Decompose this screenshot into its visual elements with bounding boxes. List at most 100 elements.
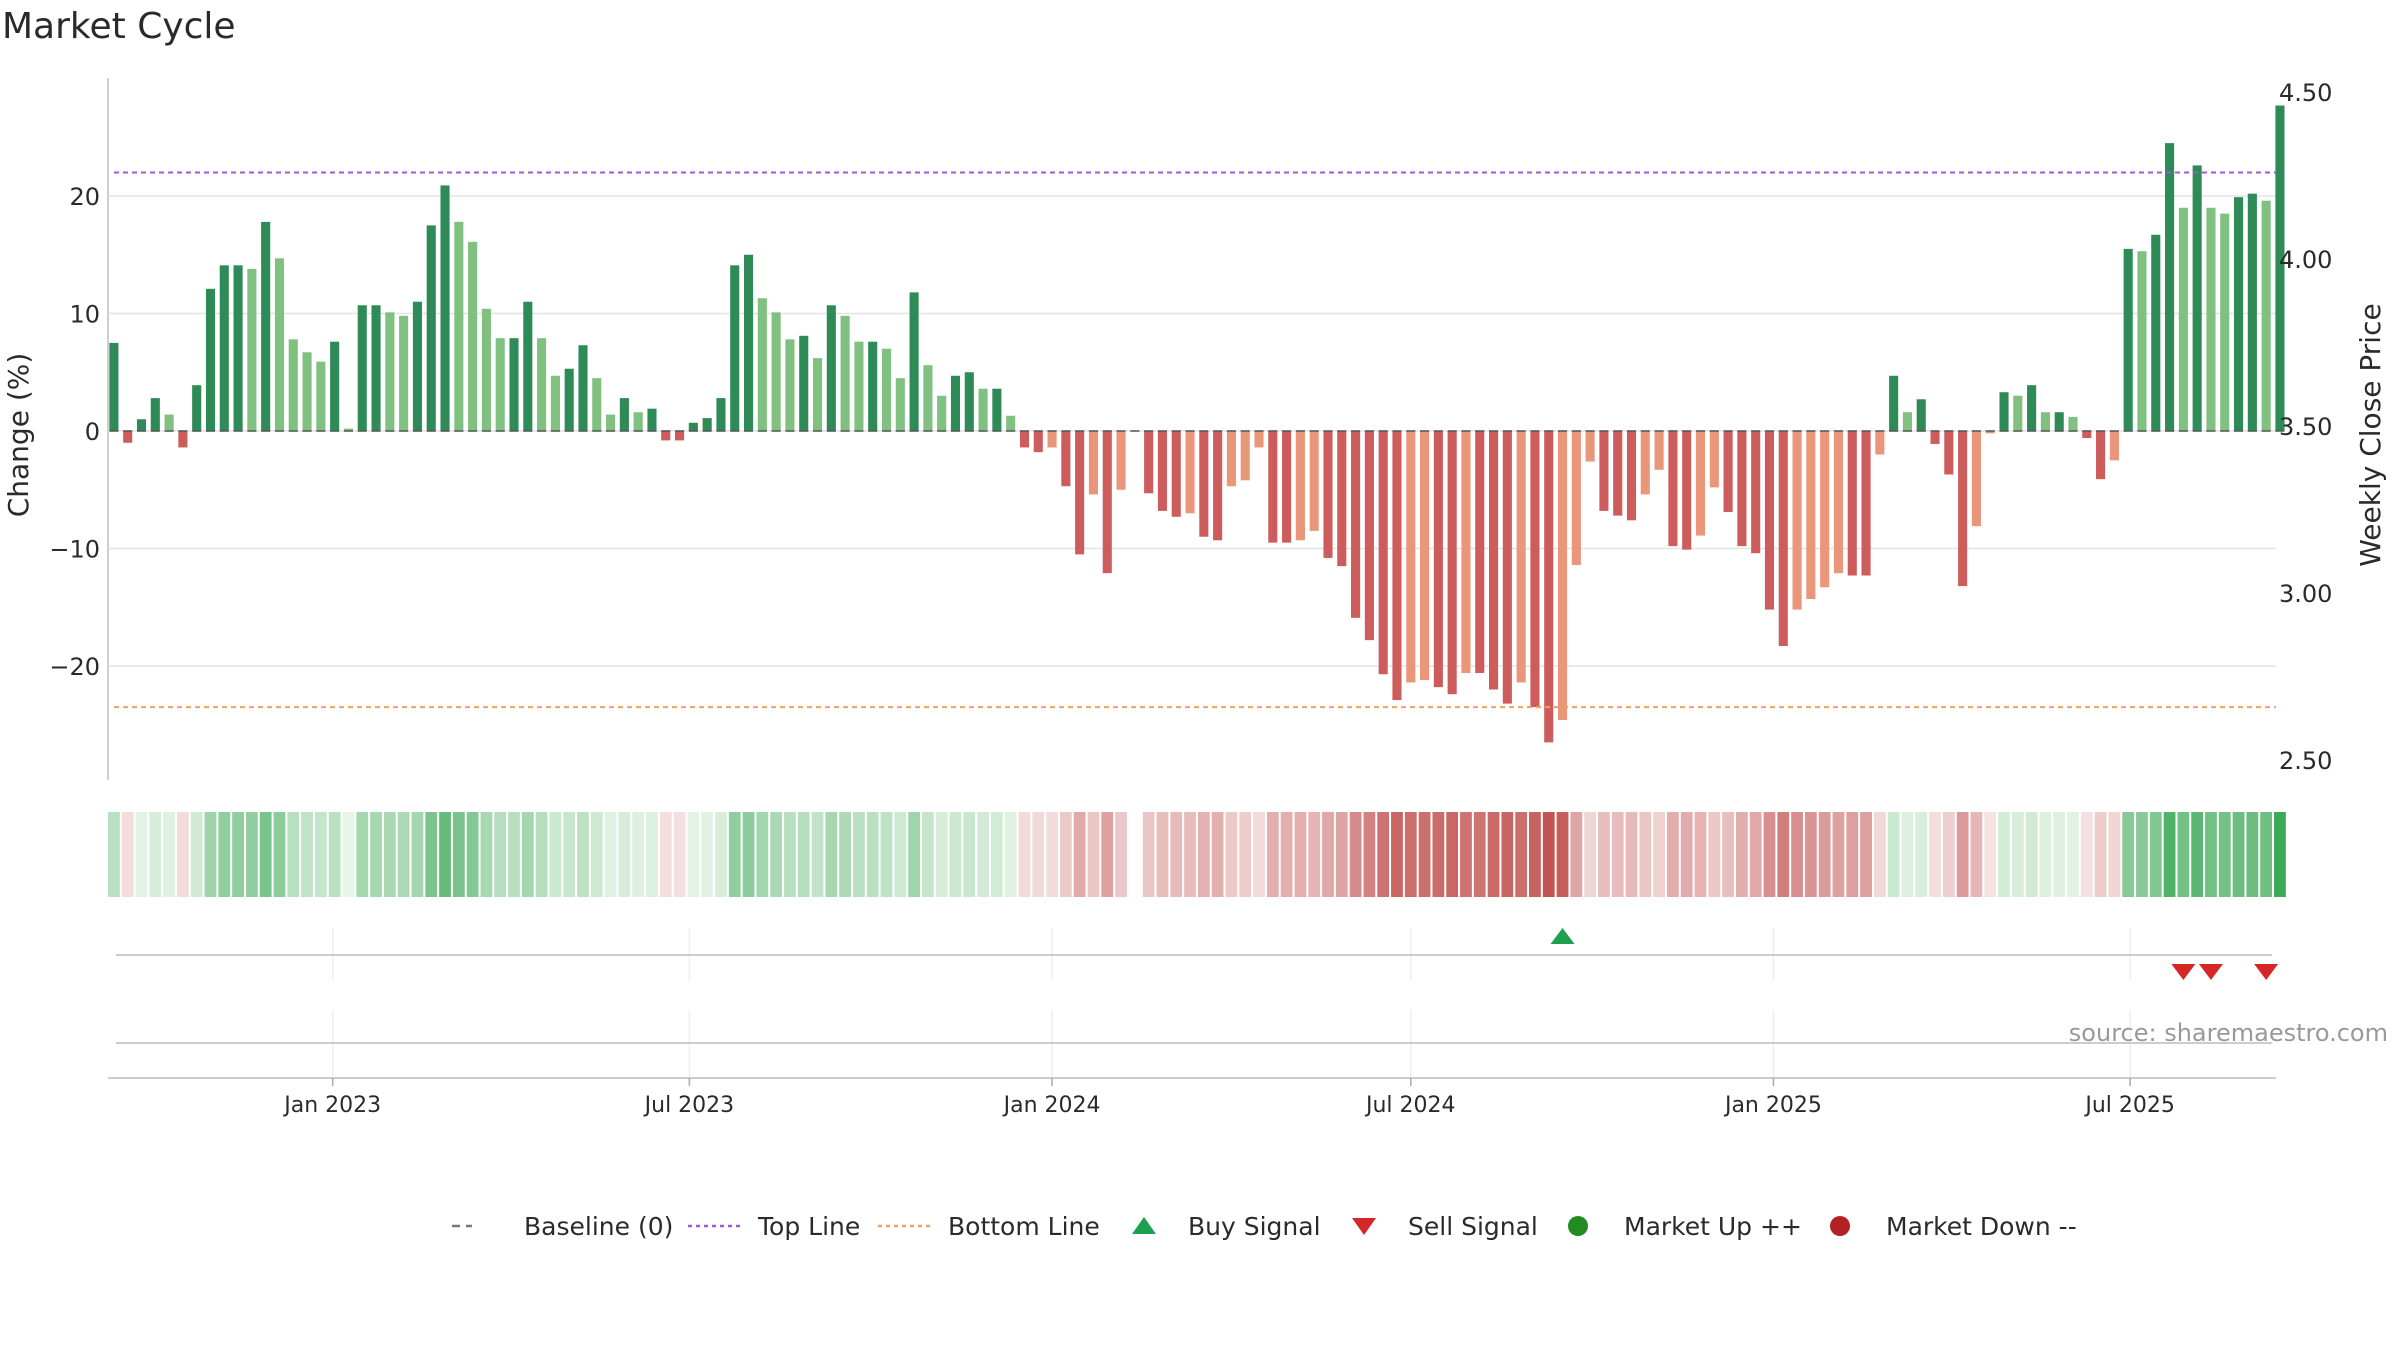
- bar: [399, 315, 409, 431]
- y2-tick-label: 4.50: [2279, 79, 2332, 107]
- bar: [1530, 431, 1540, 708]
- heat-cell: [1846, 812, 1859, 897]
- legend-symbol: [1830, 1216, 1850, 1236]
- legend-label: Bottom Line: [948, 1212, 1100, 1241]
- bar: [123, 431, 133, 443]
- axes-group: Change (%) Weekly Close Price 20 10 0 −10 −2…: [2, 79, 2387, 775]
- heat-cell: [2122, 812, 2135, 897]
- bar: [2123, 248, 2133, 431]
- heat-cell: [1598, 812, 1610, 897]
- heat-cell: [1694, 812, 1707, 897]
- bar: [1875, 431, 1885, 455]
- heat-cell: [1749, 812, 1762, 897]
- bar: [2165, 143, 2175, 431]
- heat-cell: [1901, 812, 1914, 897]
- bar: [205, 288, 216, 431]
- heat-cell: [1294, 812, 1307, 897]
- legend-label: Market Down --: [1886, 1212, 2077, 1241]
- heat-cell: [1225, 812, 1238, 897]
- heat-cell: [949, 812, 962, 897]
- bar: [454, 221, 464, 431]
- heat-cell: [1253, 812, 1265, 897]
- heat-cell: [935, 812, 948, 897]
- bar: [1488, 431, 1499, 690]
- heat-cell: [2108, 812, 2121, 897]
- heat-cell: [549, 812, 562, 897]
- heat-cell: [2080, 812, 2093, 897]
- heat-cell: [1349, 812, 1362, 897]
- heat-cell: [1211, 812, 1224, 897]
- bar: [1019, 431, 1030, 448]
- heat-cell: [1529, 812, 1541, 897]
- y2-tick-label: 3.00: [2279, 580, 2332, 608]
- heat-cell: [1308, 812, 1321, 897]
- heat-cell: [990, 812, 1003, 897]
- heat-cell: [2246, 812, 2259, 897]
- bar: [1268, 431, 1278, 543]
- bar: [1364, 431, 1374, 641]
- heat-cell: [1625, 812, 1638, 897]
- heat-cell: [590, 812, 603, 897]
- bar: [688, 422, 698, 431]
- y-axis-label: Change (%): [2, 353, 35, 518]
- heat-cell: [632, 812, 645, 897]
- chart-title: Market Cycle: [2, 6, 236, 47]
- y-tick-label: 20: [69, 183, 100, 211]
- bar: [136, 419, 147, 431]
- bar: [1116, 431, 1126, 490]
- bar: [1820, 431, 1830, 588]
- heat-cell: [1584, 812, 1597, 897]
- bar: [702, 418, 712, 431]
- bar: [937, 395, 947, 431]
- buy-signal-marker: [1550, 928, 1575, 944]
- bar: [2178, 207, 2188, 431]
- bar: [1544, 431, 1554, 743]
- heat-cell: [1266, 812, 1279, 897]
- bar: [1502, 431, 1512, 704]
- bar: [261, 221, 271, 431]
- bar: [647, 408, 657, 431]
- bar: [592, 378, 602, 431]
- bar: [2137, 251, 2147, 431]
- bar: [343, 428, 354, 431]
- heat-cell: [715, 812, 727, 897]
- bar: [150, 398, 160, 431]
- bar: [2068, 416, 2078, 431]
- heat-cell: [1735, 812, 1748, 897]
- bar: [1516, 431, 1526, 683]
- heat-cell: [1777, 812, 1790, 897]
- bar: [2027, 385, 2037, 431]
- x-tick-label: Jan 2025: [1723, 1093, 1822, 1118]
- bar: [909, 292, 919, 431]
- bar: [1088, 431, 1099, 495]
- heat-cell: [866, 812, 879, 897]
- bar: [1847, 431, 1857, 576]
- bar: [730, 265, 740, 431]
- heat-cell: [577, 812, 589, 897]
- bar: [578, 345, 588, 431]
- bar: [2096, 431, 2106, 480]
- heat-cell: [1860, 812, 1872, 897]
- heat-cell: [839, 812, 852, 897]
- bar: [1999, 392, 2009, 431]
- heat-cell: [1391, 812, 1403, 897]
- heat-cell: [1404, 812, 1417, 897]
- bars-group: [109, 105, 2285, 743]
- heat-cell: [397, 812, 410, 897]
- heat-cell: [1184, 812, 1196, 897]
- heat-cell: [2274, 812, 2286, 897]
- bar: [316, 361, 326, 431]
- heat-cell: [1832, 812, 1845, 897]
- heat-cell: [466, 812, 479, 897]
- heat-cell: [1998, 812, 2010, 897]
- heat-cell: [908, 812, 920, 897]
- bar: [1585, 431, 1595, 462]
- bar: [274, 258, 285, 431]
- bar: [1420, 431, 1430, 681]
- heat-cell: [439, 812, 451, 897]
- bar: [537, 338, 547, 431]
- bar: [302, 352, 312, 431]
- heat-cell: [121, 812, 134, 897]
- bar: [2040, 412, 2050, 431]
- source-text: source: sharemaestro.com: [2069, 1019, 2388, 1047]
